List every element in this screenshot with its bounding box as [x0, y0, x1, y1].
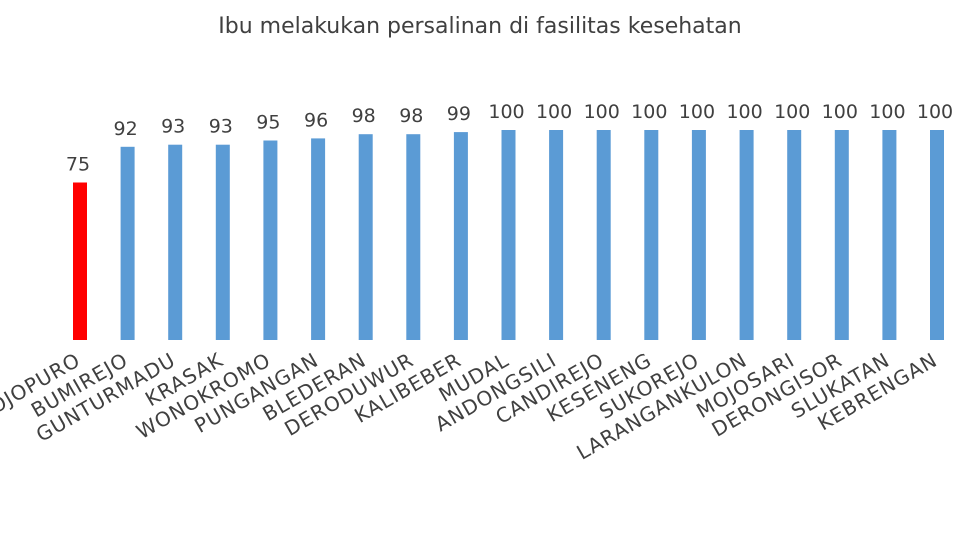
bar-kebrengan	[930, 130, 944, 340]
value-label: 93	[209, 116, 233, 138]
bar-keseneng	[644, 130, 659, 340]
bar-kalibeber	[453, 132, 468, 340]
value-label: 98	[352, 105, 376, 127]
category-labels-layer: SOJOPUROBUMIREJOGUNTURMADUKRASAKWONOKROM…	[0, 348, 942, 465]
bar-deroduwur	[406, 134, 421, 340]
value-label: 100	[917, 101, 953, 123]
bar-andongsili	[549, 130, 564, 340]
value-label: 100	[774, 101, 810, 123]
value-label: 99	[447, 103, 471, 125]
bar-slukatan	[882, 130, 897, 340]
bar-mojosari	[787, 130, 802, 340]
chart-title: Ibu melakukan persalinan di fasilitas ke…	[218, 14, 742, 39]
value-label: 100	[488, 101, 524, 123]
value-label: 95	[256, 112, 280, 134]
value-label: 96	[304, 109, 328, 131]
value-label: 100	[822, 101, 858, 123]
bar-bumirejo	[120, 146, 135, 340]
bars-layer	[73, 130, 944, 340]
value-label: 100	[726, 101, 762, 123]
bar-pungangan	[311, 138, 326, 340]
bar-sojopuro	[73, 182, 87, 340]
value-label: 75	[66, 154, 90, 176]
bar-gunturmadu	[168, 144, 183, 340]
value-label: 100	[536, 101, 572, 123]
value-label: 100	[679, 101, 715, 123]
bar-candirejo	[596, 130, 611, 340]
bar-sukorejo	[691, 130, 706, 340]
value-labels-layer: 75 92 93 93 95 96 98 98 99 100 100 100 100 100 100 100 1…	[66, 101, 953, 176]
value-label: 100	[631, 101, 667, 123]
value-label: 98	[399, 105, 423, 127]
bar-larangankulon	[739, 130, 754, 340]
bar-wonokromo	[263, 140, 278, 340]
value-label: 100	[869, 101, 905, 123]
value-label: 93	[161, 116, 185, 138]
value-label: 100	[584, 101, 620, 123]
bar-krasak	[215, 144, 230, 340]
bar-mudal	[501, 130, 516, 340]
bar-derongisor	[834, 130, 849, 340]
value-label: 92	[114, 118, 138, 140]
bar-blederan	[358, 134, 373, 340]
